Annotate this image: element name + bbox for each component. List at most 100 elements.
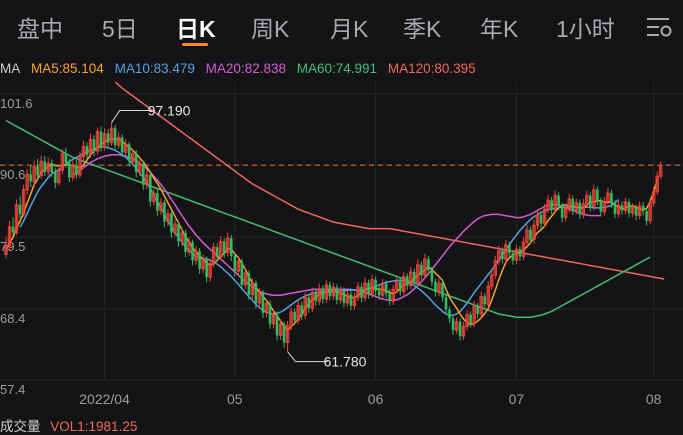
candle-body [285, 325, 290, 343]
candle-body [525, 229, 529, 243]
candle-body [395, 281, 399, 290]
candle-body [194, 250, 198, 261]
candle-body [413, 271, 416, 283]
candle-body [113, 128, 117, 146]
candle-body [39, 160, 43, 177]
candle-body [307, 297, 311, 309]
candlestick-chart[interactable]: 101.6 90.6 79.5 68.4 57.4 2022/04 05 06 07 08 97.1… [0, 82, 683, 412]
candle-body [278, 323, 283, 336]
candle-body [219, 241, 223, 258]
candle-body [363, 282, 367, 299]
candle-body [416, 264, 420, 283]
candle-body [606, 192, 610, 202]
candle-body [542, 208, 547, 224]
candle-body [398, 281, 402, 292]
candle-body [116, 136, 121, 146]
candle-body [159, 202, 163, 211]
tab-intraday[interactable]: 盘中 [17, 16, 63, 42]
candle-body [546, 199, 550, 210]
candle-body [296, 305, 300, 321]
x-tick-label: 08 [646, 391, 662, 407]
candle-body [229, 238, 233, 256]
candle-body [109, 127, 114, 144]
candle-body [85, 146, 89, 155]
settings-sliders-icon[interactable] [645, 15, 673, 39]
ma10-value: MA10:83.479 [114, 61, 195, 76]
candle-body [420, 264, 423, 276]
candle-body [553, 195, 557, 211]
tab-hourly[interactable]: 1小时 [556, 16, 615, 42]
candle-body [634, 207, 638, 216]
y-tick-label: 101.6 [0, 96, 33, 111]
candle-body [602, 200, 607, 213]
candle-body [659, 164, 663, 177]
tab-yearly-k[interactable]: 年K [480, 16, 519, 42]
candle-body [370, 279, 374, 295]
candle-body [7, 226, 12, 246]
candle-body [451, 318, 455, 331]
candle-body [120, 137, 124, 153]
tab-monthly-k[interactable]: 月K [330, 16, 369, 42]
candle-body [43, 161, 47, 172]
candle-body [448, 309, 451, 319]
ma20-value: MA20:82.838 [205, 61, 286, 76]
candle-body [106, 133, 110, 143]
candle-body [138, 163, 142, 173]
candle-body [596, 189, 599, 201]
candle-body [610, 193, 613, 204]
candle-body [479, 296, 483, 315]
candle-body [233, 255, 237, 272]
candle-body [282, 324, 286, 343]
candle-body [430, 270, 434, 282]
candle-body [25, 173, 29, 191]
candle-body [177, 224, 180, 242]
candle-body [75, 165, 78, 175]
candle-body [134, 153, 138, 173]
candle-body [493, 260, 497, 276]
candle-body [184, 233, 187, 252]
ma120-value: MA120:80.395 [387, 61, 476, 76]
candle-body [88, 138, 93, 156]
candle-body [201, 259, 205, 270]
candle-body [613, 203, 617, 214]
candle-body [338, 290, 343, 301]
candle-body [191, 242, 194, 261]
candle-body [560, 205, 564, 218]
candle-body [391, 288, 395, 302]
candle-body [149, 174, 152, 202]
candle-body [342, 290, 346, 303]
candle-body [409, 271, 413, 287]
candle-body [567, 198, 571, 210]
tab-quarterly-k[interactable]: 季K [403, 16, 442, 42]
candle-body [623, 201, 628, 211]
candle-body [240, 261, 244, 285]
tab-5day[interactable]: 5日 [102, 16, 138, 42]
ma60-line [5, 119, 651, 318]
tab-weekly-k[interactable]: 周K [251, 16, 290, 42]
candle-body [637, 205, 642, 217]
candle-body [222, 241, 226, 253]
candle-body [434, 281, 437, 292]
candle-body [461, 325, 466, 337]
candle-body [374, 279, 377, 291]
candle-body [529, 229, 532, 240]
candle-body [550, 200, 553, 210]
high-price-label: 97.190 [148, 103, 191, 119]
candle-body [521, 241, 526, 257]
tab-daily-k[interactable]: 日K [176, 16, 216, 42]
candle-body [317, 288, 321, 302]
candle-body [514, 248, 519, 261]
candle-body [36, 166, 39, 176]
candle-body [50, 163, 54, 173]
period-tabs: 盘中 5日 日K 周K 月K 季K 年K 1小时 [0, 0, 683, 52]
candle-body [557, 195, 560, 206]
candle-body [563, 208, 568, 219]
candle-body [254, 282, 258, 303]
candle-body [32, 165, 36, 182]
candle-body [648, 202, 652, 222]
y-tick-label: 79.5 [0, 239, 25, 254]
candle-body [616, 204, 621, 215]
candle-body [247, 273, 251, 295]
candle-body [497, 250, 501, 262]
candle-body [380, 283, 385, 296]
